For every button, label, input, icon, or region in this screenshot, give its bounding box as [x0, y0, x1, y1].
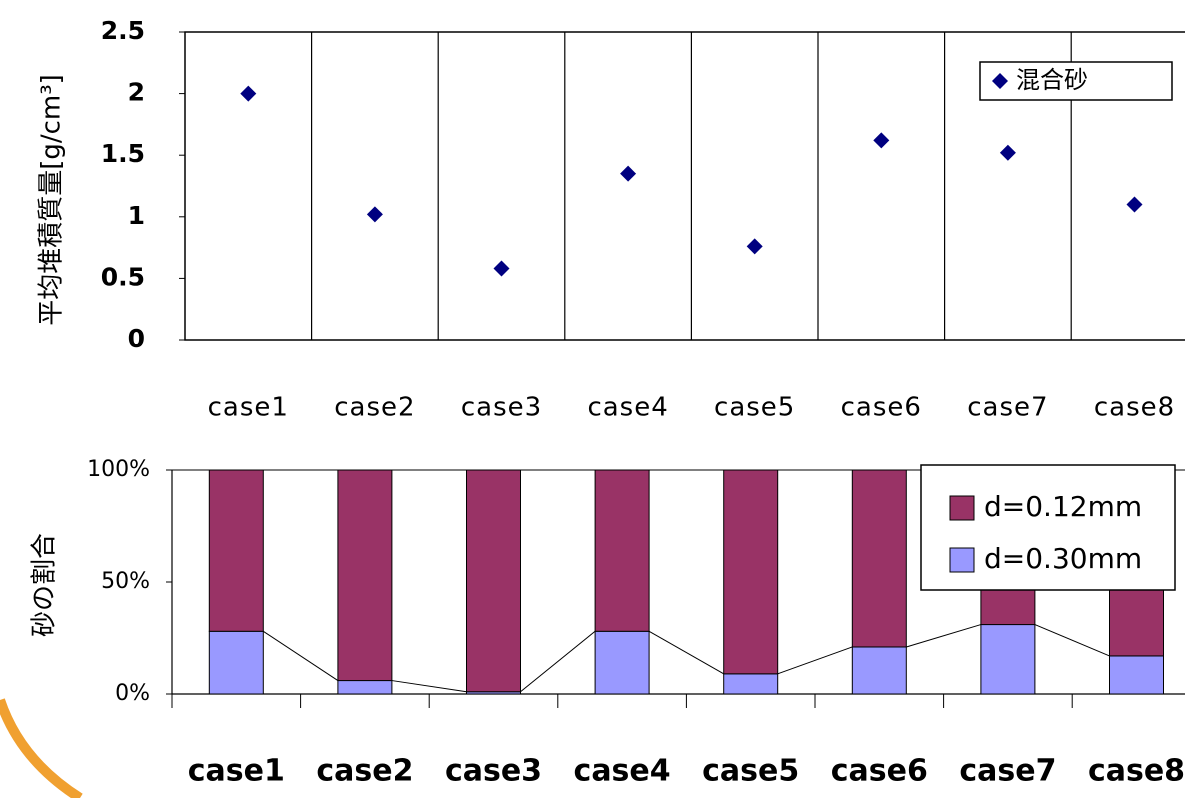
- x-tick-label: case2: [316, 754, 413, 789]
- bar-segment: [852, 647, 906, 694]
- legend-label: 混合砂: [1016, 66, 1088, 94]
- bar-segment: [595, 470, 649, 631]
- bar-segment: [209, 470, 263, 631]
- x-tick-label: case1: [208, 393, 289, 423]
- x-tick-label: case1: [188, 754, 285, 789]
- bar-segment: [724, 674, 778, 694]
- x-tick-label: case8: [1094, 393, 1175, 423]
- y-axis-title: 平均堆積質量[g/cm³]: [37, 74, 67, 326]
- legend-swatch: [950, 496, 974, 520]
- bar-segment: [1110, 656, 1164, 694]
- bar-segment: [209, 631, 263, 694]
- y-tick-label: 2: [128, 78, 145, 107]
- x-tick-label: case4: [587, 393, 668, 423]
- y-axis-title: 砂の割合: [30, 533, 60, 637]
- bar-segment: [338, 470, 392, 681]
- legend-swatch: [950, 548, 974, 572]
- series-line: [263, 631, 338, 680]
- figure: 平均堆積質量[g/cm³] 砂の割合 0 0.5 1 1.5 2 2.5 case1 case…: [0, 0, 1185, 798]
- marker: [747, 238, 763, 254]
- y-tick-label: 0%: [115, 681, 150, 706]
- marker: [494, 261, 510, 277]
- legend-label: d=0.30mm: [984, 542, 1142, 575]
- x-tick-label: case7: [959, 754, 1056, 789]
- decoration-arc: [0, 700, 80, 798]
- y-tick-label: 2.5: [101, 16, 145, 45]
- bar-segment: [338, 681, 392, 694]
- marker: [1127, 196, 1143, 212]
- marker: [873, 132, 889, 148]
- marker: [1000, 145, 1016, 161]
- series-line: [649, 631, 724, 674]
- x-tick-label: case3: [461, 393, 542, 423]
- legend-label: d=0.12mm: [984, 490, 1142, 523]
- bar-segment: [724, 470, 778, 674]
- marker: [367, 206, 383, 222]
- x-tick-label: case2: [334, 393, 415, 423]
- y-tick-label: 100%: [87, 457, 150, 482]
- x-tick-label: case6: [841, 393, 922, 423]
- x-tick-label: case4: [574, 754, 671, 789]
- y-tick-label: 1.5: [101, 139, 145, 168]
- x-tick-label: case5: [702, 754, 799, 789]
- series-line: [1035, 625, 1110, 656]
- y-tick-label: 0: [128, 324, 145, 353]
- bar-segment: [981, 625, 1035, 694]
- bar-segment: [852, 470, 906, 647]
- y-tick-label: 50%: [101, 569, 150, 594]
- x-tick-label: case7: [967, 393, 1048, 423]
- x-tick-label: case3: [445, 754, 542, 789]
- marker: [240, 86, 256, 102]
- series-line: [906, 625, 981, 647]
- y-tick-label: 1: [128, 201, 145, 230]
- marker: [620, 166, 636, 182]
- x-tick-label: case5: [714, 393, 795, 423]
- y-tick-label: 0.5: [101, 262, 145, 291]
- series-line: [521, 631, 596, 691]
- bar-segment: [467, 470, 521, 692]
- series-line: [392, 681, 467, 692]
- x-tick-label: case6: [831, 754, 928, 789]
- x-tick-label: case8: [1088, 754, 1185, 789]
- series-line: [778, 647, 853, 674]
- bar-segment: [595, 631, 649, 694]
